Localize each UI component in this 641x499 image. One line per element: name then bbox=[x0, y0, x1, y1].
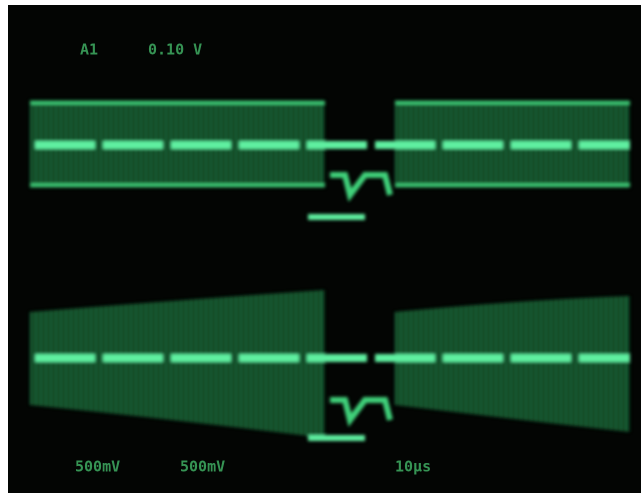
scale-readout: 500mV bbox=[180, 458, 225, 476]
channel-label: A1 bbox=[80, 41, 98, 59]
trace-envelope bbox=[30, 290, 325, 438]
trace-burst bbox=[330, 397, 393, 427]
trace-burst bbox=[330, 172, 393, 202]
scale-readout: 500mV bbox=[75, 458, 120, 476]
timebase-readout: 10µs bbox=[395, 458, 431, 476]
traces bbox=[30, 100, 630, 441]
scale-readout: 0.10 V bbox=[148, 41, 202, 59]
trace-envelope bbox=[395, 296, 630, 432]
